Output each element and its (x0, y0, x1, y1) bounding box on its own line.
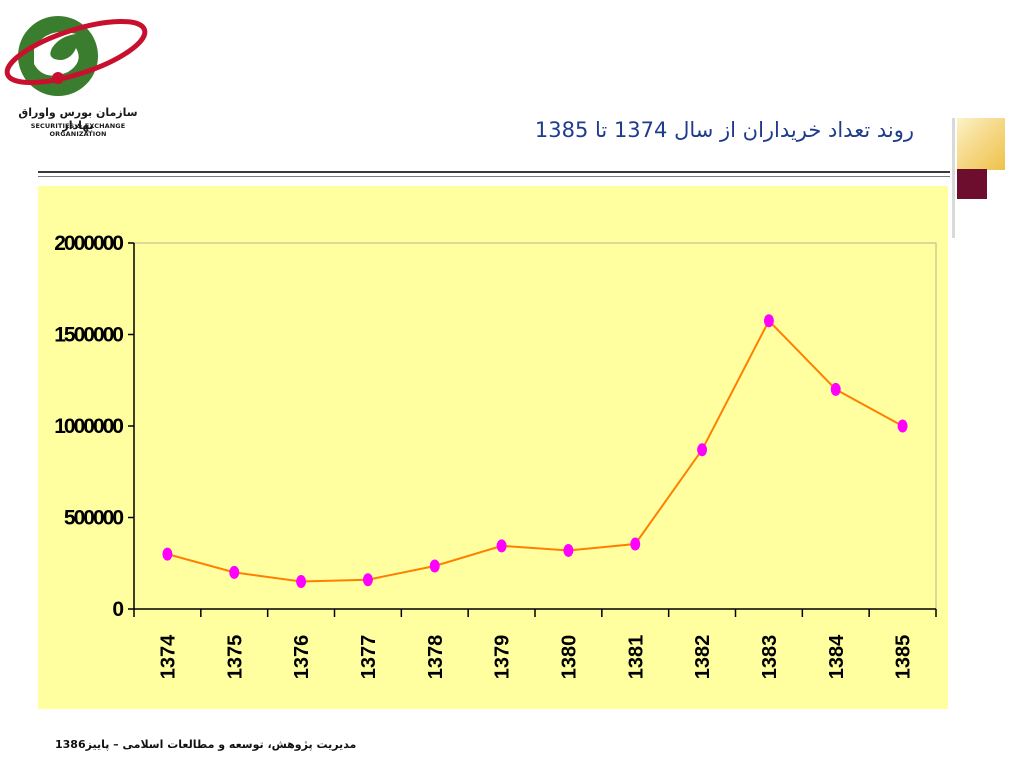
data-point (697, 443, 708, 457)
x-tick-label: 1374 (157, 634, 179, 679)
x-tick-label: 1382 (692, 635, 714, 680)
data-point (630, 537, 641, 551)
data-point (563, 543, 574, 557)
x-tick-label: 1378 (425, 635, 447, 680)
organization-logo: سازمان بورس واوراق بهادار SECURITIES & E… (0, 8, 160, 138)
data-point (296, 575, 307, 589)
y-tick-label: 500000 (64, 507, 123, 530)
logo-name-persian: سازمان بورس واوراق بهادار (18, 106, 138, 132)
data-point (763, 314, 774, 328)
chart-background (38, 186, 948, 709)
logo-emblem-icon (4, 16, 148, 96)
decorative-gold-square (957, 118, 1005, 170)
x-tick-label: 1381 (625, 635, 647, 680)
decorative-vertical-line (952, 118, 955, 238)
x-tick-label: 1380 (558, 635, 580, 680)
header-divider-thin (38, 176, 950, 177)
logo-name-english: SECURITIES & EXCHANGE ORGANIZATION (30, 122, 126, 138)
x-tick-label: 1384 (826, 634, 848, 679)
decorative-maroon-square (957, 169, 987, 199)
data-point (429, 559, 440, 573)
y-tick-label: 0 (112, 598, 123, 621)
y-tick-label: 1500000 (54, 324, 123, 347)
chart-container: 0 500000 1000000 1500000 2000000 1374 1375 137… (38, 186, 948, 709)
data-point (830, 382, 841, 396)
x-tick-label: 1376 (291, 635, 313, 680)
y-tick-label: 2000000 (54, 232, 123, 255)
data-point (496, 539, 507, 553)
data-point (162, 547, 173, 561)
x-tick-label: 1385 (893, 635, 915, 680)
header-divider-thick (38, 171, 950, 173)
series-line (167, 319, 904, 583)
x-tick-label: 1377 (358, 635, 380, 680)
line-chart: 0 500000 1000000 1500000 2000000 1374 1375 137… (38, 186, 948, 709)
data-point (229, 565, 240, 579)
data-point (897, 419, 908, 433)
x-tick-label: 1379 (492, 635, 514, 680)
x-tick-label: 1375 (224, 635, 246, 680)
y-tick-label: 1000000 (54, 415, 123, 438)
data-point (362, 573, 373, 587)
slide-title: روند تعداد خریداران از سال 1374 تا 1385 (534, 118, 914, 142)
x-tick-label: 1383 (759, 635, 781, 680)
footer-text: مدیریت پژوهش، توسعه و مطالعات اسلامی – پ… (55, 738, 357, 751)
